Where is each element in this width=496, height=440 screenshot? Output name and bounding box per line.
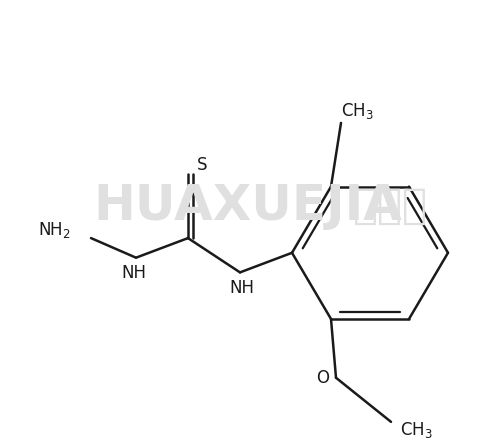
Text: O: O: [316, 369, 329, 387]
Text: NH: NH: [230, 279, 254, 297]
Text: 化学加: 化学加: [353, 185, 428, 227]
Text: CH$_3$: CH$_3$: [400, 420, 433, 440]
Text: CH$_3$: CH$_3$: [341, 101, 373, 121]
Text: S: S: [197, 156, 207, 174]
Text: NH$_2$: NH$_2$: [38, 220, 71, 240]
Text: HUAXUEJIA: HUAXUEJIA: [94, 182, 402, 230]
Text: NH: NH: [122, 264, 146, 282]
